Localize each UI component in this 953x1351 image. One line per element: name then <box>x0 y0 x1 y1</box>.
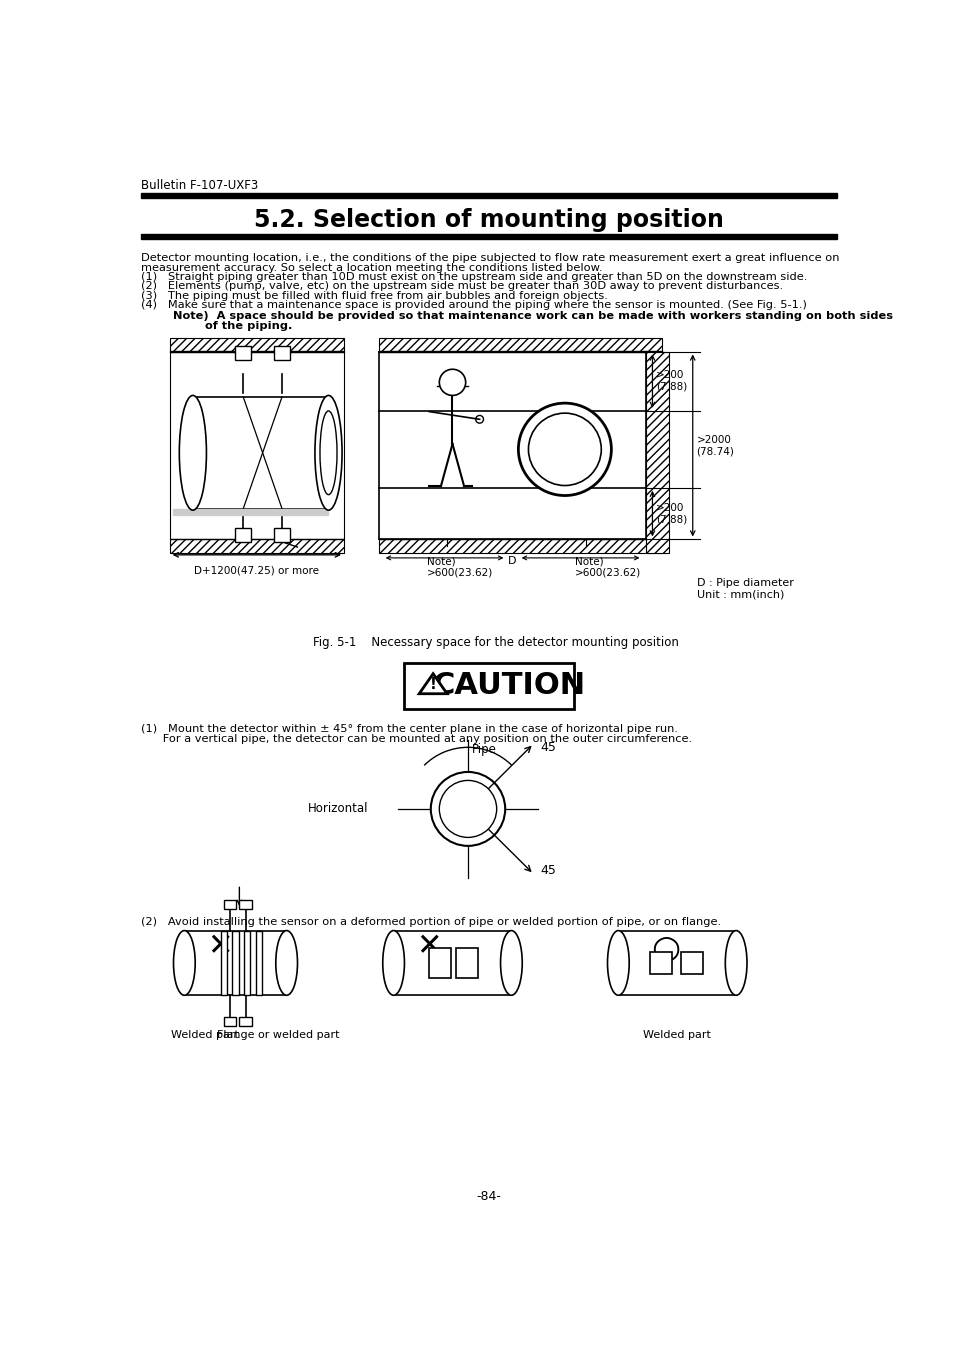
Text: D : Pipe diameter
Unit : mm(inch): D : Pipe diameter Unit : mm(inch) <box>696 578 793 600</box>
Ellipse shape <box>314 396 342 511</box>
Bar <box>645 351 669 554</box>
Bar <box>649 952 671 974</box>
Text: For a vertical pipe, the detector can be mounted at any position on the outer ci: For a vertical pipe, the detector can be… <box>141 734 691 744</box>
Circle shape <box>431 771 505 846</box>
Bar <box>224 1017 236 1025</box>
Text: 45: 45 <box>539 740 556 754</box>
Text: Flange or welded part: Flange or welded part <box>216 1029 339 1040</box>
Text: ✕: ✕ <box>207 932 233 961</box>
Text: ○: ○ <box>650 932 679 965</box>
Bar <box>170 338 344 351</box>
Ellipse shape <box>500 931 521 996</box>
Bar <box>170 539 344 554</box>
Ellipse shape <box>173 931 195 996</box>
Bar <box>456 947 477 978</box>
Text: Fig. 5-1    Necessary space for the detector mounting position: Fig. 5-1 Necessary space for the detecto… <box>313 636 679 648</box>
Text: Detector mounting location, i.e., the conditions of the pipe subjected to flow r: Detector mounting location, i.e., the co… <box>141 253 839 263</box>
Bar <box>429 947 451 978</box>
Bar <box>224 900 236 909</box>
Text: Welded part: Welded part <box>171 1029 238 1040</box>
Circle shape <box>476 416 483 423</box>
Bar <box>239 900 252 909</box>
Text: (1)   Straight piping greater than 10D must exist on the upstream side and great: (1) Straight piping greater than 10D mus… <box>141 273 806 282</box>
Bar <box>274 528 290 542</box>
Bar <box>244 931 250 996</box>
Bar <box>141 234 836 239</box>
Bar <box>173 508 328 515</box>
Text: (2)   Avoid installing the sensor on a deformed portion of pipe or welded portio: (2) Avoid installing the sensor on a def… <box>141 917 720 927</box>
Text: Bulletin F-107-UXF3: Bulletin F-107-UXF3 <box>141 180 258 192</box>
Circle shape <box>528 413 600 485</box>
Bar <box>378 338 661 351</box>
Bar <box>378 539 661 554</box>
Text: Horizontal: Horizontal <box>308 802 369 816</box>
Bar <box>141 193 836 199</box>
Text: Welded part: Welded part <box>642 1029 710 1040</box>
Text: (2)   Elements (pump, valve, etc) on the upstream side must be greater than 30D : (2) Elements (pump, valve, etc) on the u… <box>141 281 782 292</box>
Text: Pipe: Pipe <box>472 743 497 757</box>
Ellipse shape <box>607 931 629 996</box>
Text: !: ! <box>429 677 436 692</box>
Ellipse shape <box>724 931 746 996</box>
Text: >200
(7.88): >200 (7.88) <box>656 370 687 392</box>
Bar <box>233 931 238 996</box>
Text: of the piping.: of the piping. <box>141 320 292 331</box>
Ellipse shape <box>382 931 404 996</box>
Text: 45: 45 <box>539 863 556 877</box>
Text: -84-: -84- <box>476 1190 501 1204</box>
Text: >2000
(78.74): >2000 (78.74) <box>696 435 734 457</box>
Text: measurement accuracy. So select a location meeting the conditions listed below.: measurement accuracy. So select a locati… <box>141 263 601 273</box>
Text: (3)   The piping must be filled with fluid free from air bubbles and foreign obj: (3) The piping must be filled with fluid… <box>141 290 607 301</box>
Bar <box>680 952 702 974</box>
Polygon shape <box>418 674 447 693</box>
Bar <box>235 528 251 542</box>
Text: Note)
>600(23.62): Note) >600(23.62) <box>574 557 640 578</box>
Text: D+1200(47.25) or more: D+1200(47.25) or more <box>194 566 319 576</box>
Circle shape <box>439 369 465 396</box>
Text: >200
(7.88): >200 (7.88) <box>656 503 687 524</box>
Bar <box>235 346 251 359</box>
Bar <box>403 662 574 709</box>
Text: D: D <box>508 557 517 566</box>
Bar <box>274 346 290 359</box>
Ellipse shape <box>179 396 206 511</box>
Text: Note)  A space should be provided so that maintenance work can be made with work: Note) A space should be provided so that… <box>141 311 892 320</box>
Text: (4)   Make sure that a maintenance space is provided around the piping where the: (4) Make sure that a maintenance space i… <box>141 300 806 309</box>
Text: 5.2. Selection of mounting position: 5.2. Selection of mounting position <box>253 208 723 232</box>
Circle shape <box>517 403 611 496</box>
Bar <box>255 931 261 996</box>
Bar <box>220 931 227 996</box>
Text: ✕: ✕ <box>416 932 441 961</box>
Text: (1)   Mount the detector within ± 45° from the center plane in the case of horiz: (1) Mount the detector within ± 45° from… <box>141 724 678 734</box>
Circle shape <box>439 781 497 838</box>
Text: CAUTION: CAUTION <box>433 671 585 700</box>
Bar <box>239 1017 252 1025</box>
Ellipse shape <box>275 931 297 996</box>
Ellipse shape <box>319 411 336 494</box>
Text: Note)
>600(23.62): Note) >600(23.62) <box>427 557 493 578</box>
